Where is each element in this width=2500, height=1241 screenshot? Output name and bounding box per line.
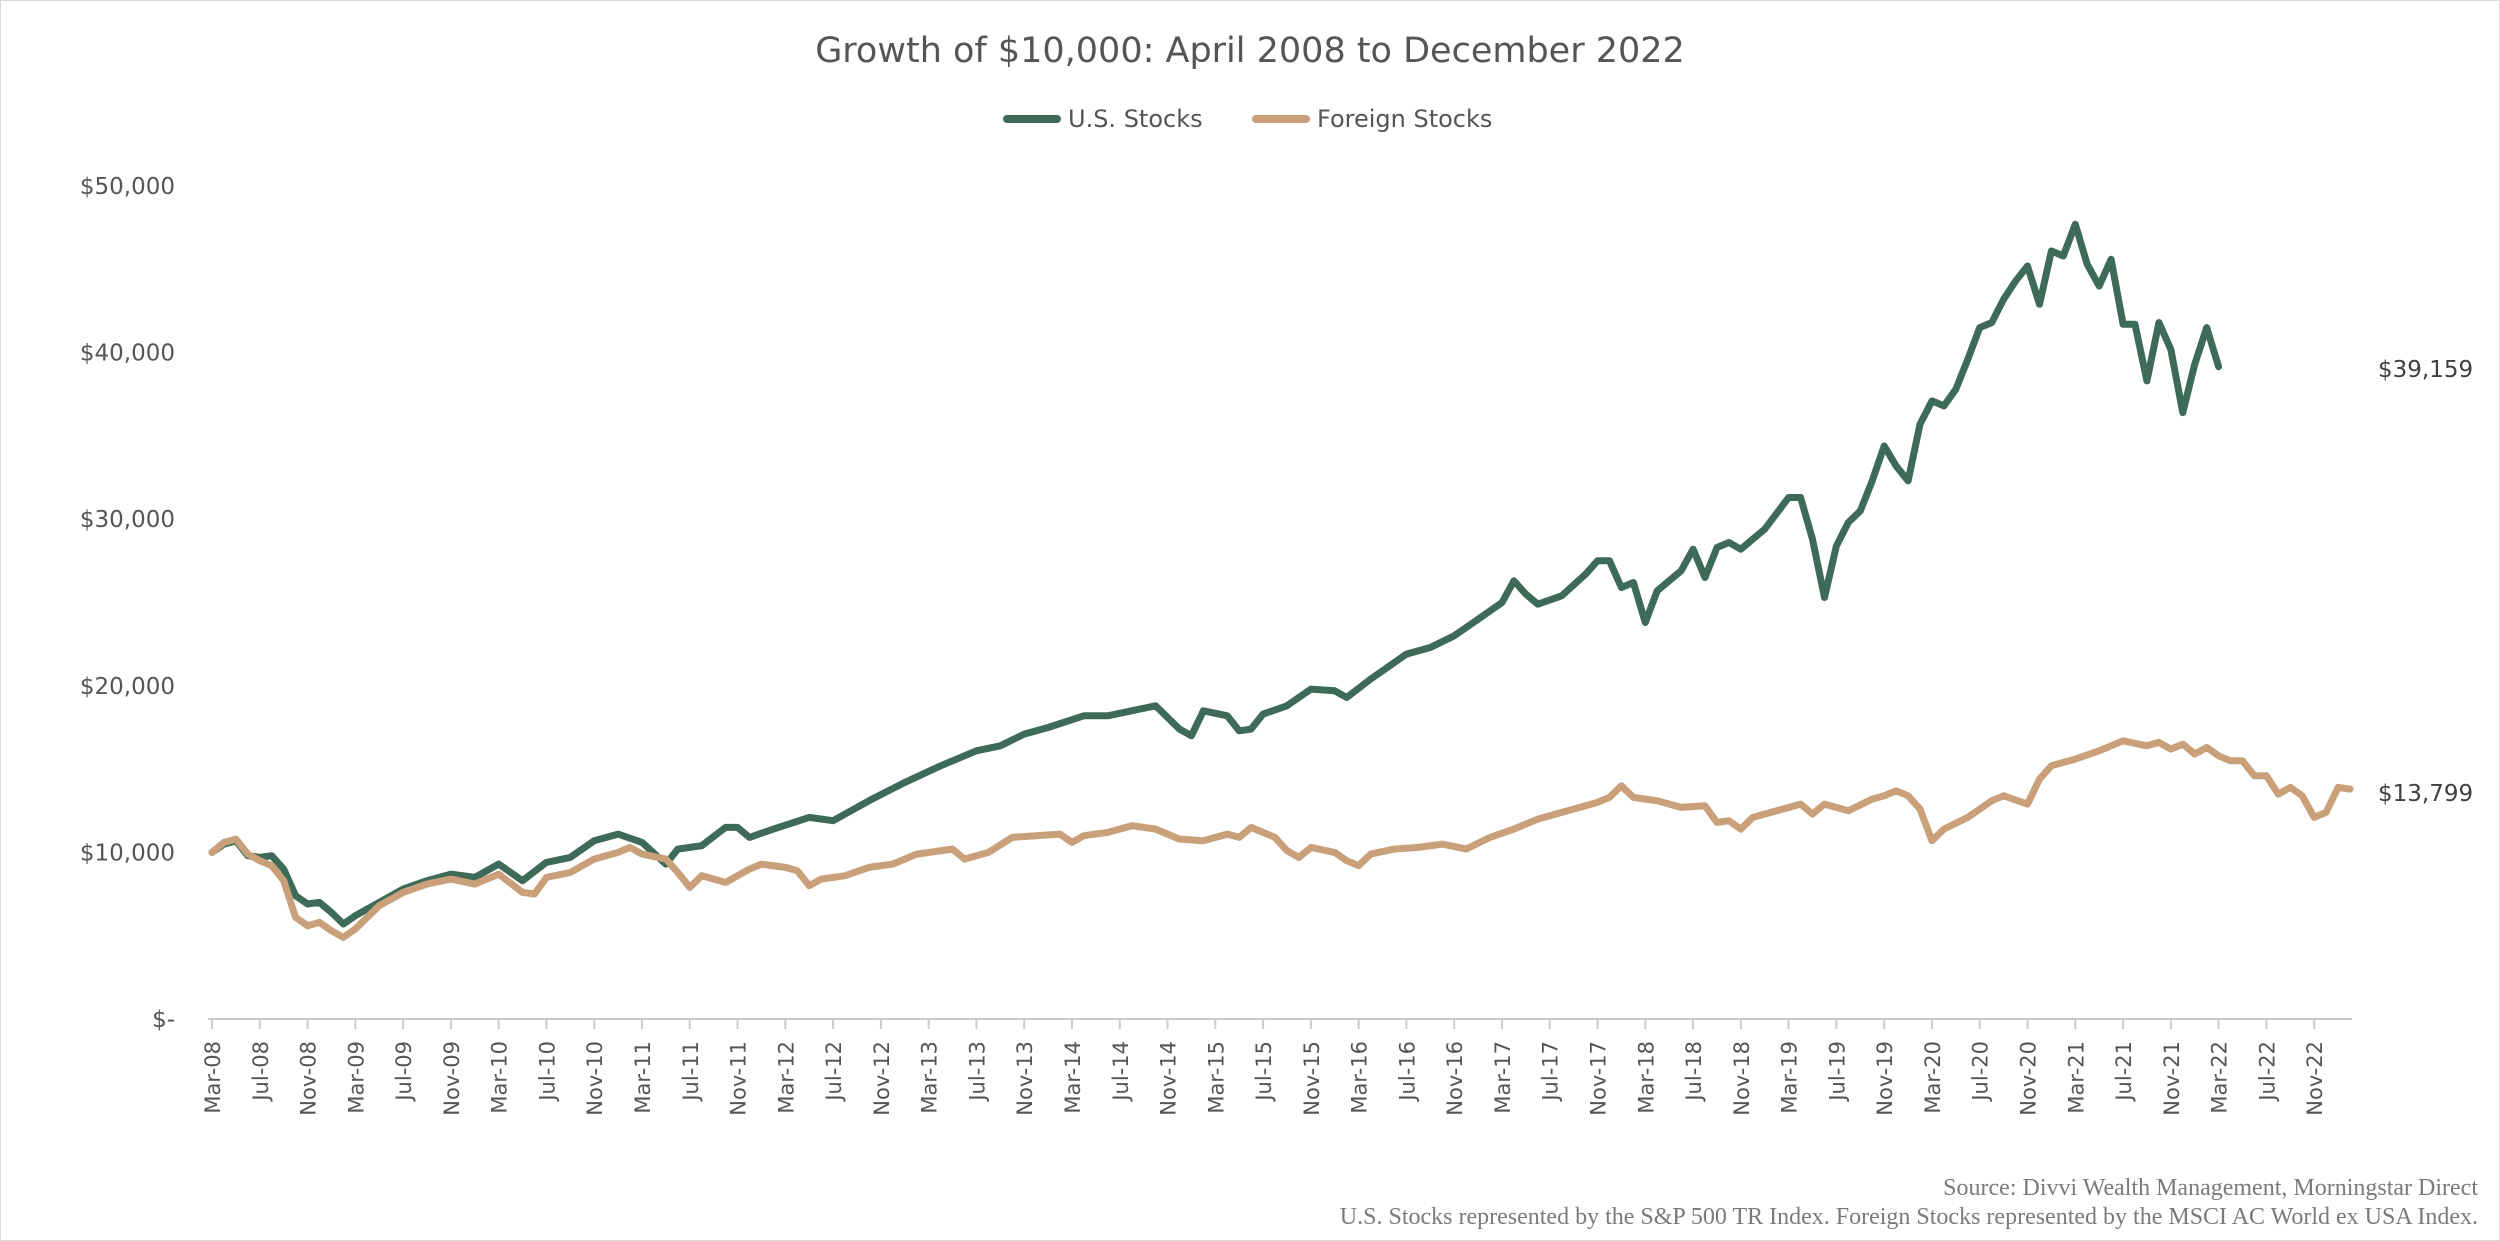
x-tick-label: Nov-21: [2160, 1041, 2184, 1116]
x-tick-label: Mar-19: [1778, 1041, 1802, 1114]
x-tick-label: Nov-10: [583, 1041, 607, 1116]
x-tick-label: Jul-20: [1969, 1041, 1993, 1103]
x-tick-label: Jul-13: [965, 1041, 989, 1103]
x-tick-label: Jul-11: [679, 1041, 703, 1103]
x-tick-label: Nov-12: [870, 1041, 894, 1116]
x-tick-label: Mar-11: [631, 1041, 655, 1114]
y-tick-label: $10,000: [80, 840, 175, 866]
x-tick-label: Nov-08: [297, 1041, 321, 1116]
x-tick-label: Jul-09: [392, 1041, 416, 1103]
x-tick-label: Nov-20: [2017, 1041, 2041, 1116]
x-tick-label: Nov-09: [440, 1041, 464, 1116]
x-tick-label: Jul-21: [2112, 1041, 2136, 1103]
x-tick-label: Mar-09: [344, 1041, 368, 1114]
x-tick-label: Mar-10: [488, 1041, 512, 1114]
series-line-us-stocks: [208, 220, 2223, 928]
x-tick-label: Nov-11: [727, 1041, 751, 1116]
x-tick-label: Mar-17: [1491, 1041, 1515, 1114]
x-tick-label: Nov-15: [1300, 1041, 1324, 1116]
x-tick-label: Mar-18: [1634, 1041, 1658, 1114]
y-tick-label: $-: [152, 1007, 175, 1033]
y-tick-label: $40,000: [80, 341, 175, 367]
x-tick-label: Jul-22: [2255, 1041, 2279, 1103]
y-tick-label: $30,000: [80, 507, 175, 533]
legend: U.S. Stocks Foreign Stocks: [1003, 105, 1492, 133]
series-layer: [208, 220, 2354, 941]
y-tick-label: $50,000: [80, 174, 175, 200]
x-tick-label: Mar-20: [1921, 1041, 1945, 1114]
x-tick-label: Jul-18: [1682, 1041, 1706, 1103]
x-tick-label: Jul-15: [1252, 1041, 1276, 1103]
x-tick-label: Mar-08: [201, 1041, 225, 1114]
x-tick-label: Nov-14: [1157, 1041, 1181, 1116]
x-tick-label: Mar-21: [2064, 1041, 2088, 1114]
x-tick-label: Jul-17: [1539, 1041, 1563, 1103]
x-tick-label: Jul-19: [1825, 1041, 1849, 1103]
source-line-2: U.S. Stocks represented by the S&P 500 T…: [1340, 1204, 2478, 1230]
x-tick-label: Jul-16: [1395, 1041, 1419, 1103]
legend-label-foreign-stocks: Foreign Stocks: [1317, 105, 1492, 133]
x-tick-label: Mar-12: [774, 1041, 798, 1114]
x-tick-label: Mar-16: [1348, 1041, 1372, 1114]
source-line-1: Source: Divvi Wealth Management, Morning…: [1943, 1175, 2478, 1201]
x-tick-label: Nov-16: [1443, 1041, 1467, 1116]
x-tick-label: Nov-19: [1873, 1041, 1897, 1116]
y-axis: $- $10,000 $20,000 $30,000 $40,000 $50,000: [80, 174, 175, 1033]
x-tick-label: Jul-14: [1109, 1041, 1133, 1103]
legend-label-us-stocks: U.S. Stocks: [1068, 105, 1203, 133]
x-tick-label: Jul-08: [249, 1041, 273, 1103]
x-tick-label: Nov-18: [1730, 1041, 1754, 1116]
series-line-foreign-stocks: [208, 737, 2354, 941]
x-tick-label: Nov-17: [1587, 1041, 1611, 1116]
x-tick-label: Nov-13: [1013, 1041, 1037, 1116]
x-tick-label: Mar-15: [1204, 1041, 1228, 1114]
x-tick-label: Jul-12: [822, 1041, 846, 1103]
x-tick-label: Mar-13: [918, 1041, 942, 1114]
end-label-us-stocks: $39,159: [2378, 357, 2473, 383]
x-tick-label: Nov-22: [2303, 1041, 2327, 1116]
x-tick-label: Jul-10: [535, 1041, 559, 1103]
y-tick-label: $20,000: [80, 674, 175, 700]
chart-title: Growth of $10,000: April 2008 to Decembe…: [815, 31, 1685, 71]
end-label-foreign-stocks: $13,799: [2378, 781, 2473, 807]
x-tick-label: Mar-14: [1061, 1041, 1085, 1114]
x-tick-label: Mar-22: [2208, 1041, 2232, 1114]
x-axis: Mar-08 Jul-08 Nov-08 Mar-09 Jul-09 Nov-09 Mar-…: [201, 1018, 2352, 1116]
